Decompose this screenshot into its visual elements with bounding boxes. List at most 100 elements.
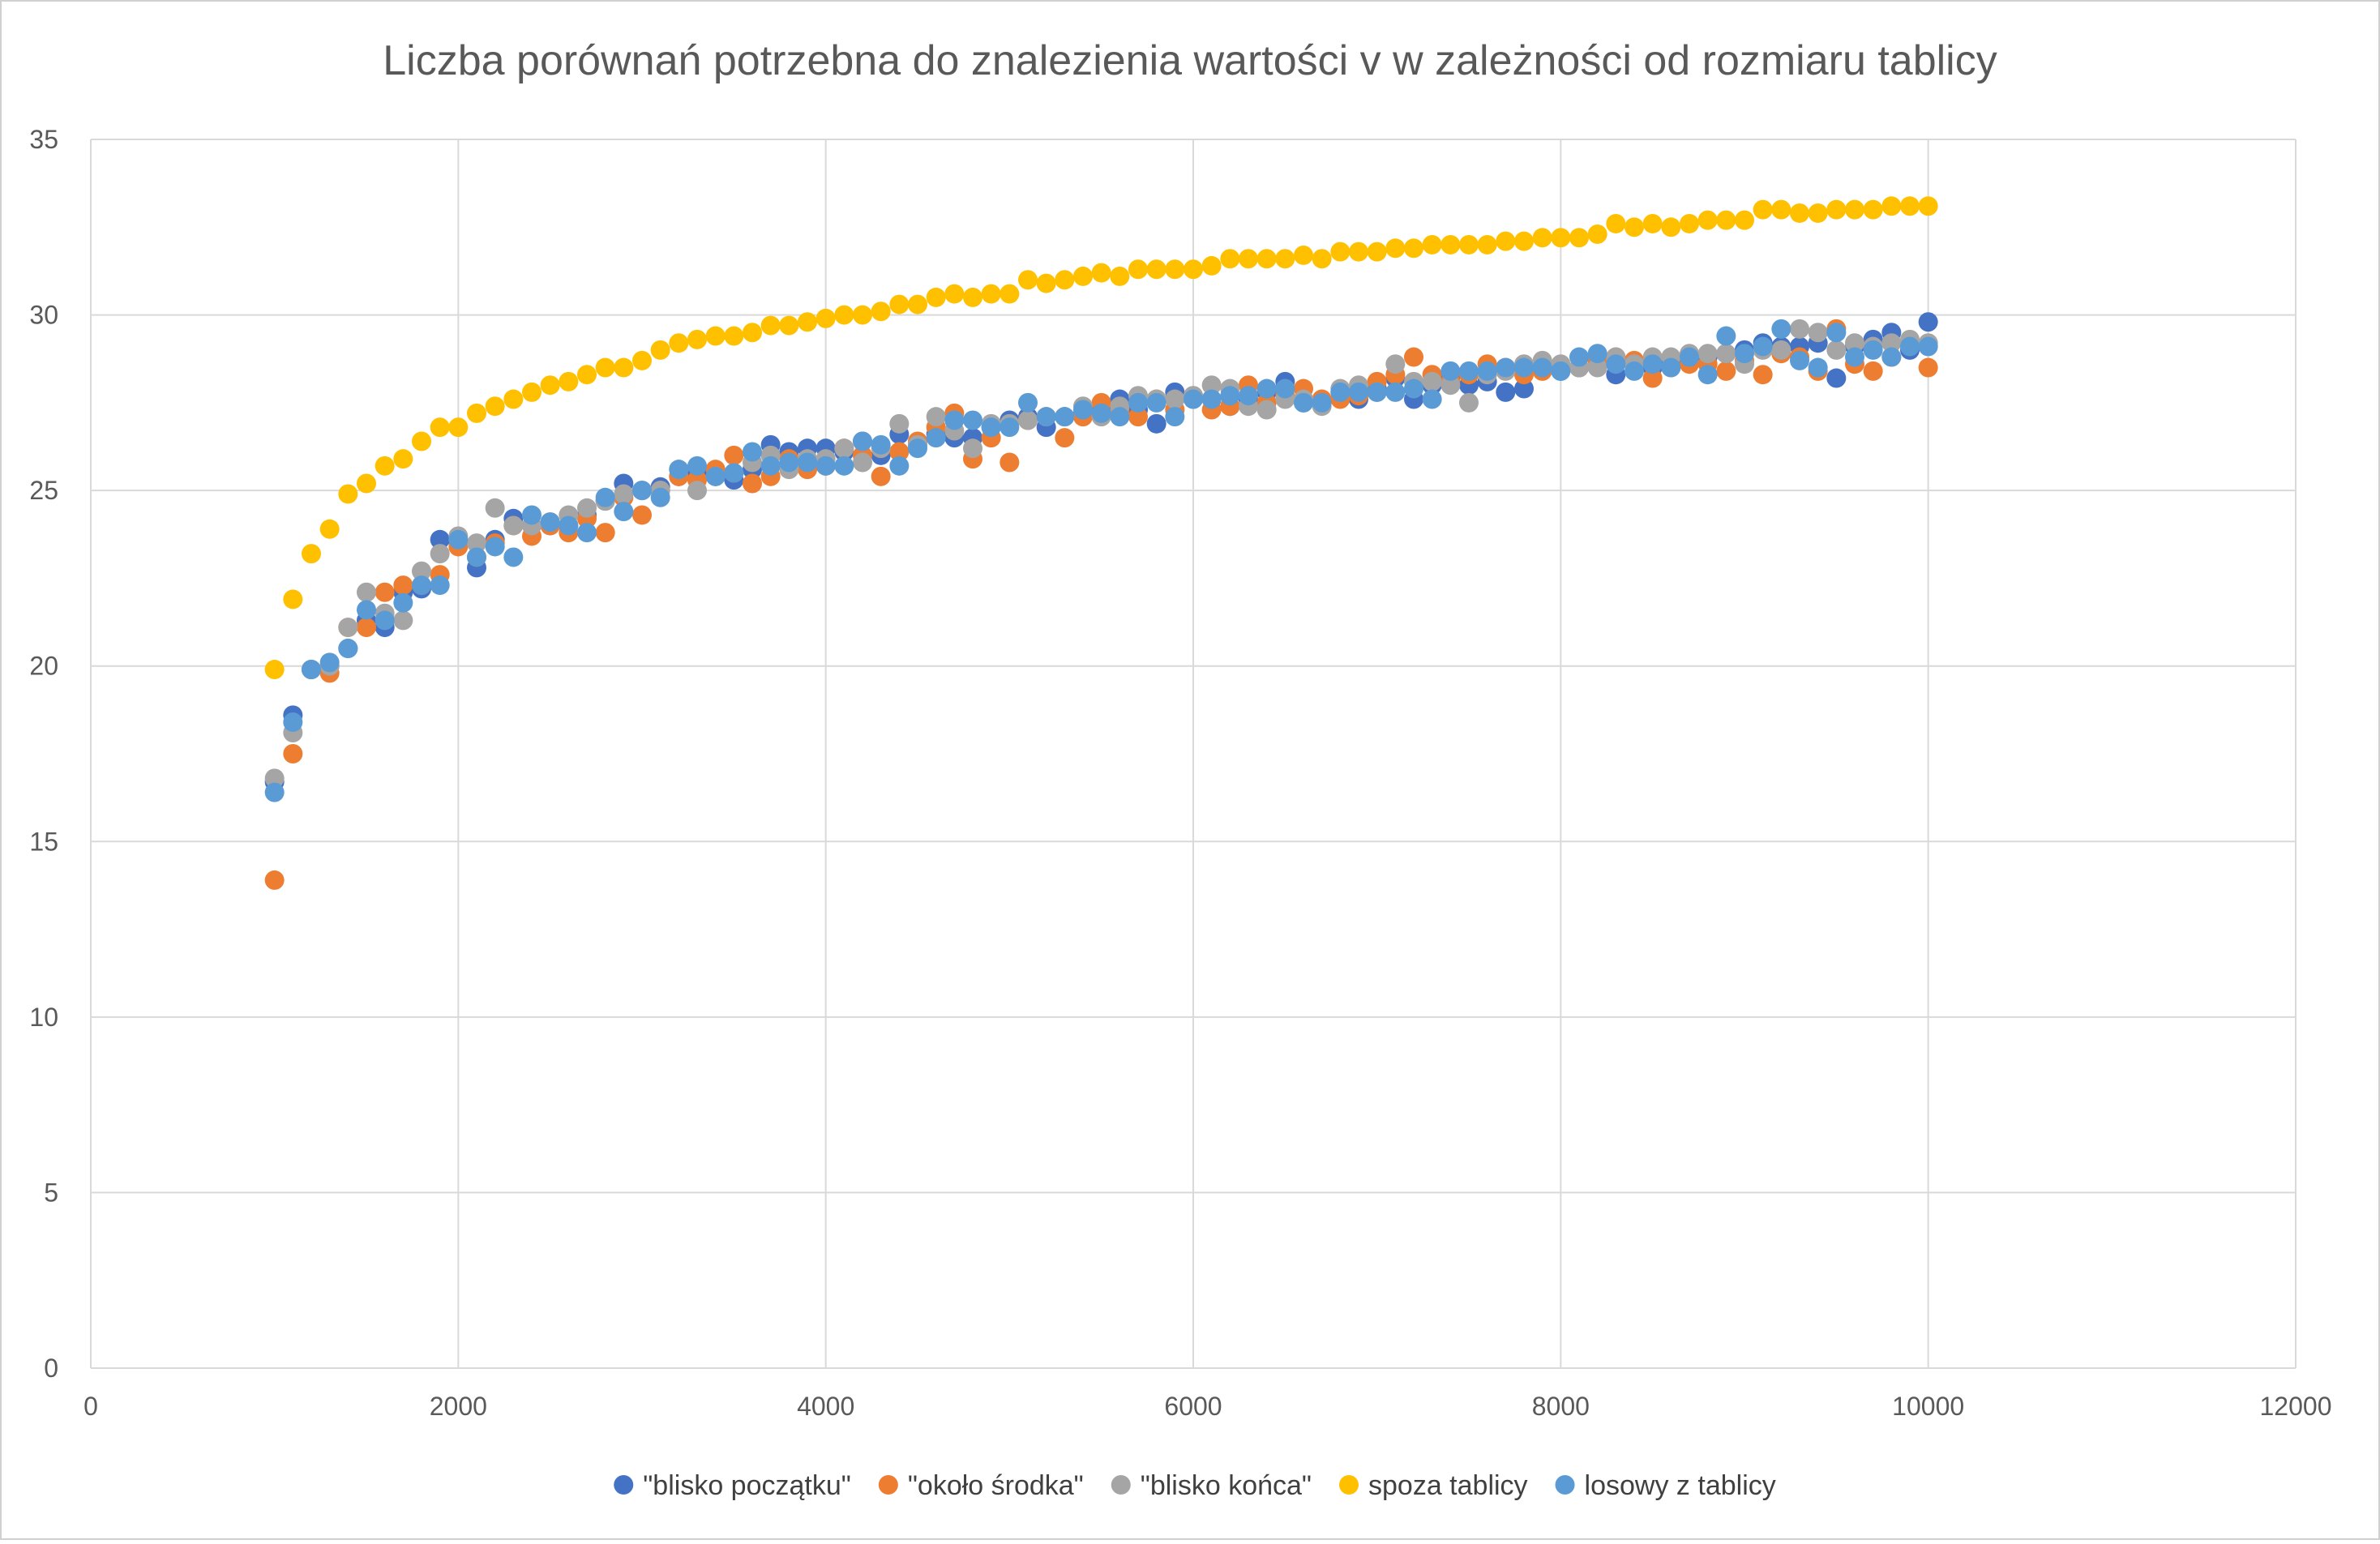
data-point (1404, 238, 1423, 259)
data-point (559, 515, 579, 536)
data-point (743, 323, 762, 343)
data-point (1239, 249, 1258, 269)
data-point (1201, 389, 1222, 409)
x-tick-label: 0 (83, 1392, 98, 1421)
data-point (283, 744, 303, 763)
data-point (1826, 323, 1847, 343)
data-point (1477, 234, 1497, 254)
data-point (1587, 344, 1607, 364)
data-point (1587, 224, 1607, 244)
data-point (908, 294, 927, 314)
data-point (540, 375, 560, 396)
data-point (1624, 217, 1644, 237)
data-point (412, 561, 431, 581)
data-point (650, 487, 670, 507)
data-point (1477, 361, 1497, 381)
data-point (264, 870, 285, 890)
data-point (944, 284, 965, 304)
data-point (1642, 368, 1663, 388)
data-point (1697, 210, 1718, 230)
data-point (853, 305, 872, 325)
data-point (485, 396, 505, 417)
data-point (1036, 407, 1056, 427)
data-point (1716, 326, 1736, 346)
data-point (798, 312, 817, 332)
legend: "blisko początku" "około środka" "blisko k… (614, 1470, 1776, 1501)
legend-label: losowy z tablicy (1585, 1470, 1776, 1501)
legend-marker (878, 1475, 898, 1495)
data-point (834, 305, 854, 325)
data-point (357, 582, 376, 602)
data-point (375, 456, 395, 476)
data-point (889, 442, 910, 462)
data-point (1440, 361, 1461, 381)
data-point (595, 357, 615, 378)
data-point (1881, 196, 1902, 216)
data-point (393, 592, 413, 613)
data-point (1863, 199, 1883, 220)
data-point (871, 302, 891, 322)
data-point (963, 410, 982, 430)
x-tick-label: 8000 (1532, 1392, 1590, 1421)
data-point (1532, 357, 1552, 378)
data-point (926, 287, 946, 307)
data-point (669, 333, 689, 353)
data-point (1771, 340, 1791, 360)
data-point (1018, 410, 1038, 430)
data-point (1918, 312, 1938, 332)
data-point (1239, 386, 1258, 406)
y-tick-label: 20 (29, 652, 58, 681)
data-point (1753, 199, 1773, 220)
data-point (1000, 452, 1020, 473)
data-point (595, 523, 615, 543)
data-point (357, 473, 376, 494)
data-point (1201, 375, 1222, 396)
data-point (1055, 407, 1075, 427)
data-point (963, 287, 982, 307)
data-point (577, 498, 597, 518)
legend-item: "około środka" (878, 1470, 1084, 1501)
data-point (1496, 231, 1516, 251)
data-point (1018, 392, 1038, 413)
data-point (1073, 400, 1093, 420)
data-point (467, 547, 486, 567)
data-point (467, 403, 486, 423)
data-point (1294, 392, 1313, 413)
data-point (357, 618, 376, 638)
data-point (944, 410, 965, 430)
data-point (1128, 392, 1148, 413)
data-point (1018, 270, 1038, 290)
data-point (1900, 336, 1920, 357)
data-point (1606, 354, 1626, 374)
data-point (1642, 354, 1663, 374)
data-point (632, 481, 652, 501)
legend-label: "blisko początku" (643, 1470, 851, 1501)
data-point (1440, 375, 1461, 396)
data-point (1569, 228, 1589, 248)
data-point (614, 357, 634, 378)
data-point (1863, 361, 1883, 381)
data-point (1330, 242, 1351, 262)
series-4 (264, 319, 1938, 802)
data-point (1496, 357, 1516, 378)
data-point (1294, 245, 1313, 265)
data-point (357, 600, 376, 620)
data-point (687, 329, 707, 349)
data-point (1091, 403, 1111, 423)
data-point (338, 639, 358, 659)
data-point (1055, 428, 1075, 448)
data-point (1091, 263, 1111, 283)
data-point (1422, 371, 1442, 391)
data-point (687, 456, 707, 476)
data-point (1753, 365, 1773, 385)
gridlines (90, 139, 2297, 1369)
data-point (430, 575, 450, 596)
data-point (430, 529, 450, 550)
data-point (1680, 213, 1699, 233)
data-point (1367, 382, 1387, 402)
data-point (1165, 259, 1185, 280)
data-point (1790, 350, 1809, 370)
data-point (705, 326, 726, 346)
data-point (522, 382, 541, 402)
data-point (1697, 344, 1718, 364)
